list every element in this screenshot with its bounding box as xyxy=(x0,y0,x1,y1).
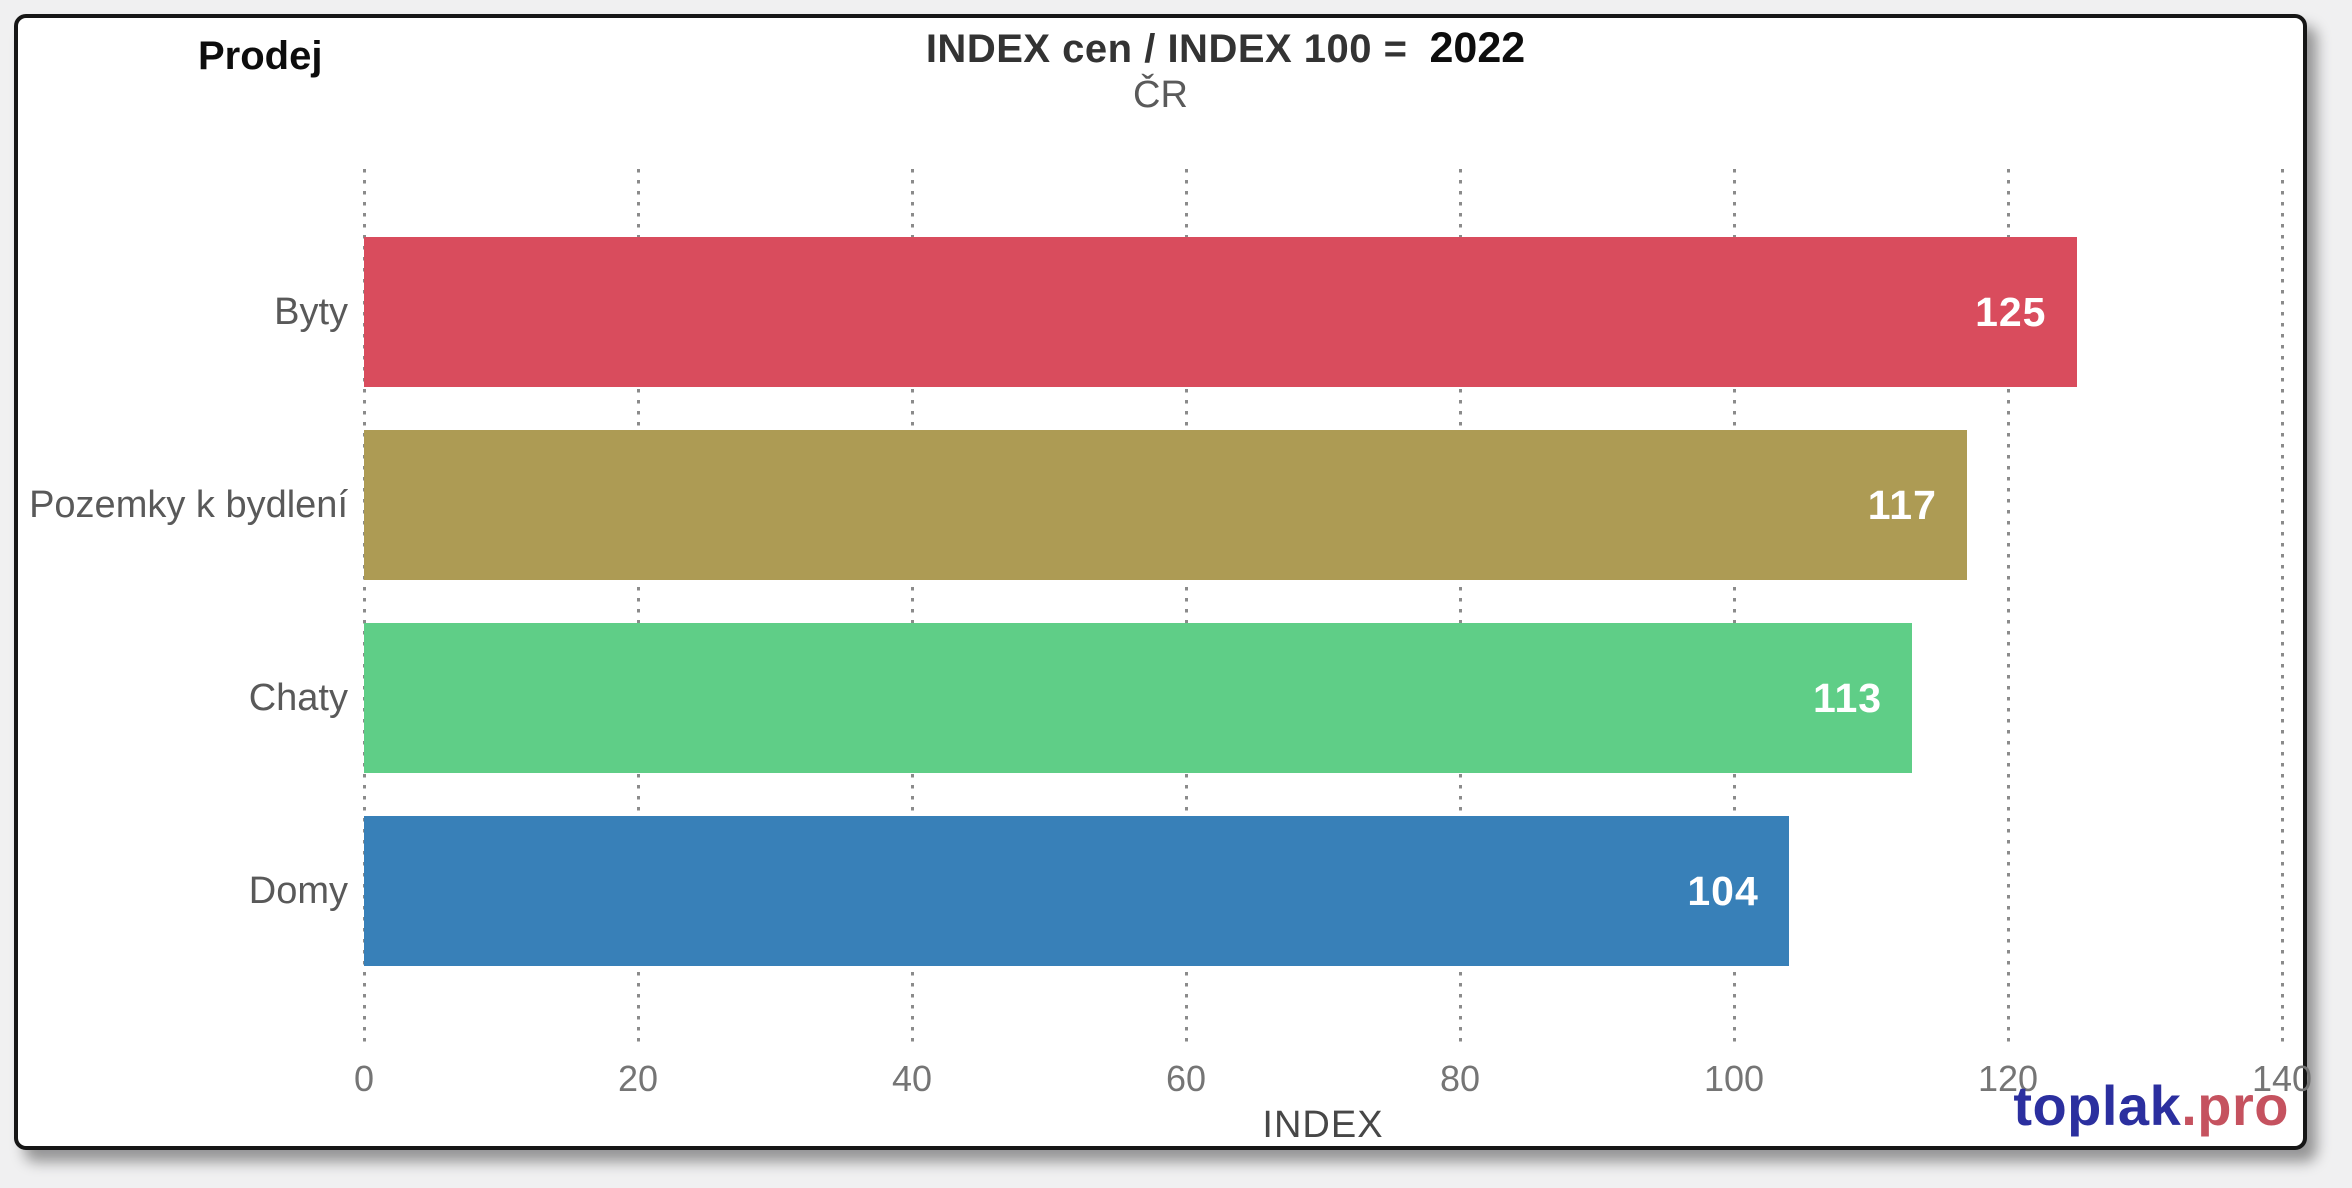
bar-value-label: 117 xyxy=(1867,481,1937,528)
bar-value-label: 113 xyxy=(1812,674,1883,721)
x-tick-label: 140 xyxy=(2251,1058,2313,1099)
category-label-chaty: Chaty xyxy=(248,677,348,719)
bar-value-label: 104 xyxy=(1687,867,1759,914)
chart-corner-label: Prodej xyxy=(198,34,323,78)
gridline-140 xyxy=(2280,169,2284,1049)
x-tick-label: 60 xyxy=(1165,1058,1207,1099)
bar-pozemky-k-bydlení: 117 xyxy=(364,430,1967,580)
chart-title-text: INDEX cen / INDEX 100 = xyxy=(925,27,1408,71)
x-tick-label: 100 xyxy=(1703,1058,1765,1099)
chart-title: INDEX cen / INDEX 100 = 2022 xyxy=(18,24,2303,73)
x-tick-label: 80 xyxy=(1439,1058,1481,1099)
bar-chaty: 113 xyxy=(364,623,1913,773)
x-tick-label: 120 xyxy=(1977,1058,2039,1099)
chart-subtitle: ČR xyxy=(1133,74,1188,116)
chart-card: Prodej INDEX cen / INDEX 100 = 2022 ČR B… xyxy=(14,14,2312,1150)
x-tick-label: 0 xyxy=(353,1058,375,1099)
x-tick-label: 20 xyxy=(617,1058,659,1099)
watermark-logo: toplak.pro xyxy=(2013,1073,2289,1138)
bar-value-label: 125 xyxy=(1975,288,2047,335)
gridline-60 xyxy=(1184,169,1188,1049)
bar-byty: 125 xyxy=(364,237,2077,387)
plot-area: 125 117 113 104 xyxy=(362,169,2284,1049)
logo-primary-text: toplak xyxy=(2013,1074,2182,1137)
category-label-domy: Domy xyxy=(248,870,348,912)
gridline-40 xyxy=(910,169,914,1049)
gridline-120 xyxy=(2006,169,2010,1049)
category-label-byty: Byty xyxy=(274,291,348,333)
logo-suffix-text: .pro xyxy=(2181,1074,2289,1137)
gridline-20 xyxy=(636,169,640,1049)
bar-domy: 104 xyxy=(364,816,1789,966)
category-label-pozemky-k-bydlení: Pozemky k bydlení xyxy=(29,484,348,526)
gridline-100 xyxy=(1732,169,1736,1049)
gridline-0 xyxy=(362,169,366,1049)
x-axis-title: INDEX xyxy=(1262,1104,1384,1146)
x-tick-label: 40 xyxy=(891,1058,933,1099)
chart-title-year: 2022 xyxy=(1429,24,1526,72)
gridline-80 xyxy=(1458,169,1462,1049)
